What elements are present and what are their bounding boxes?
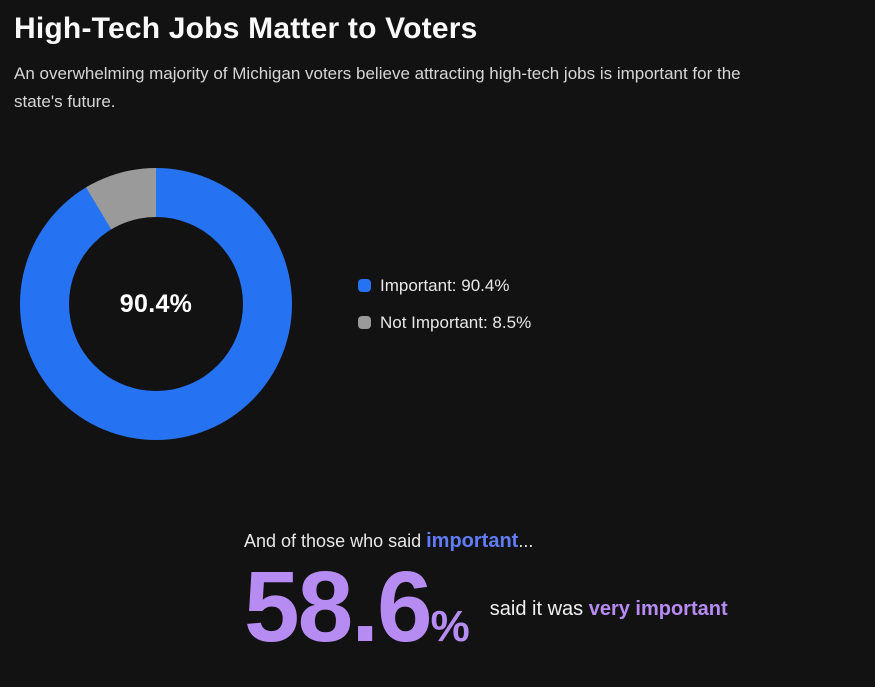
callout-lead-suffix: ...	[518, 531, 534, 551]
big-stat-description: said it was very important	[490, 594, 728, 621]
callout-lead-highlight: important	[426, 530, 519, 552]
page-subtitle: An overwhelming majority of Michigan vot…	[14, 64, 741, 111]
big-stat-desc-prefix: said it was	[489, 597, 589, 620]
legend-swatch-not-important-icon	[358, 316, 371, 329]
callout-lead-prefix: And of those who said	[244, 531, 427, 551]
donut-center-label: 90.4%	[119, 289, 193, 318]
callout-stat-row: 58.6% said it was very important	[244, 557, 861, 657]
legend-item-important: Important: 90.4%	[358, 276, 531, 296]
legend-label-important: Important: 90.4%	[380, 275, 510, 295]
chart-legend: Important: 90.4% Not Important: 8.5%	[358, 276, 531, 333]
legend-item-not-important: Not Important: 8.5%	[358, 313, 531, 333]
big-stat: 58.6%	[244, 557, 470, 657]
big-stat-value: 58.6	[244, 551, 433, 663]
big-stat-desc-highlight: very important	[588, 597, 728, 620]
donut-chart: 90.4%	[20, 168, 292, 440]
callout-section: And of those who said important... 58.6%…	[244, 530, 861, 657]
legend-swatch-important-icon	[358, 279, 371, 292]
page-title: High-Tech Jobs Matter to Voters	[14, 12, 478, 45]
legend-label-not-important: Not Important: 8.5%	[380, 312, 532, 332]
callout-lead: And of those who said important...	[244, 530, 861, 553]
donut-chart-section: 90.4% Important: 90.4% Not Important: 8.…	[14, 168, 861, 440]
big-stat-unit: %	[430, 602, 470, 651]
donut-hole	[69, 217, 243, 391]
